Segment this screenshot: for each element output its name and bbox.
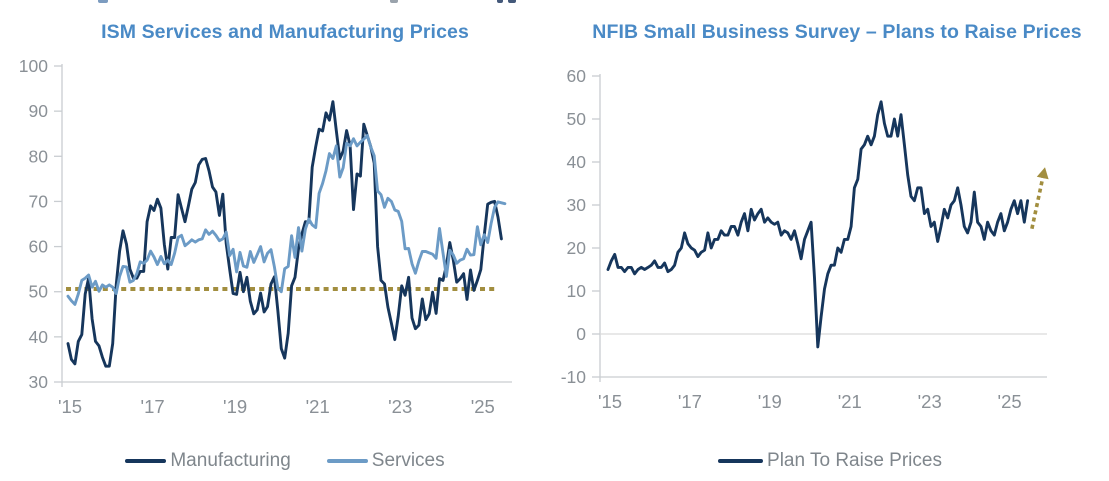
y-tick-label: 60 [29,237,49,257]
cropped-text-remnant [508,0,516,3]
x-tick-label: '19 [758,391,782,412]
y-tick-label: 60 [567,66,587,86]
legend-label-services: Services [371,450,445,471]
y-tick-label: 50 [29,282,49,302]
y-tick-label: 30 [567,195,587,215]
y-tick-label: 90 [29,101,49,121]
legend-item-manufacturing: Manufacturing [125,450,291,472]
cropped-text-remnant [390,0,398,3]
legend-label-manufacturing: Manufacturing [170,450,291,471]
y-tick-label: -10 [561,367,587,387]
ism-chart-title: ISM Services and Manufacturing Prices [101,21,469,43]
plan-to-raise-prices-line-swatch [718,459,764,463]
cropped-text-remnant [98,0,108,3]
x-tick-label: '25 [471,396,495,417]
series-line-plan-to-raise-prices [606,100,1030,349]
nfib-chart-title: NFIB Small Business Survey – Plans to Ra… [592,21,1082,43]
trend-arrow-shaft [1030,176,1045,230]
x-tick-label: '21 [306,396,330,417]
y-tick-label: 0 [576,324,586,344]
services-line-swatch [326,459,368,463]
y-tick-label: 70 [29,191,49,211]
series-line-manufacturing [66,100,503,368]
x-tick-label: '17 [141,396,165,417]
legend-label-plan-to-raise-prices: Plan To Raise Prices [767,450,942,471]
x-tick-label: '21 [838,391,862,412]
manufacturing-line-swatch [125,459,167,463]
ism-legend: Manufacturing Services [60,447,510,475]
y-tick-label: 30 [29,372,49,392]
cropped-text-remnant [497,0,503,3]
x-tick-label: '15 [58,396,82,417]
y-tick-label: 100 [19,56,48,76]
y-tick-label: 20 [567,238,587,258]
trend-arrow-head [1036,167,1049,180]
x-tick-label: '25 [998,391,1022,412]
y-tick-label: 10 [567,281,587,301]
y-tick-label: 40 [29,327,49,347]
legend-item-services: Services [326,450,445,472]
x-tick-label: '23 [918,391,942,412]
y-tick-label: 50 [567,109,587,129]
series-line-services [66,134,507,306]
x-tick-label: '17 [678,391,702,412]
y-tick-label: 80 [29,146,49,166]
nfib-legend: Plan To Raise Prices [600,447,1060,475]
x-tick-label: '19 [223,396,247,417]
x-tick-label: '15 [598,391,622,412]
x-tick-label: '23 [388,396,412,417]
legend-item-plan-to-raise-prices: Plan To Raise Prices [718,450,942,472]
y-tick-label: 40 [567,152,587,172]
